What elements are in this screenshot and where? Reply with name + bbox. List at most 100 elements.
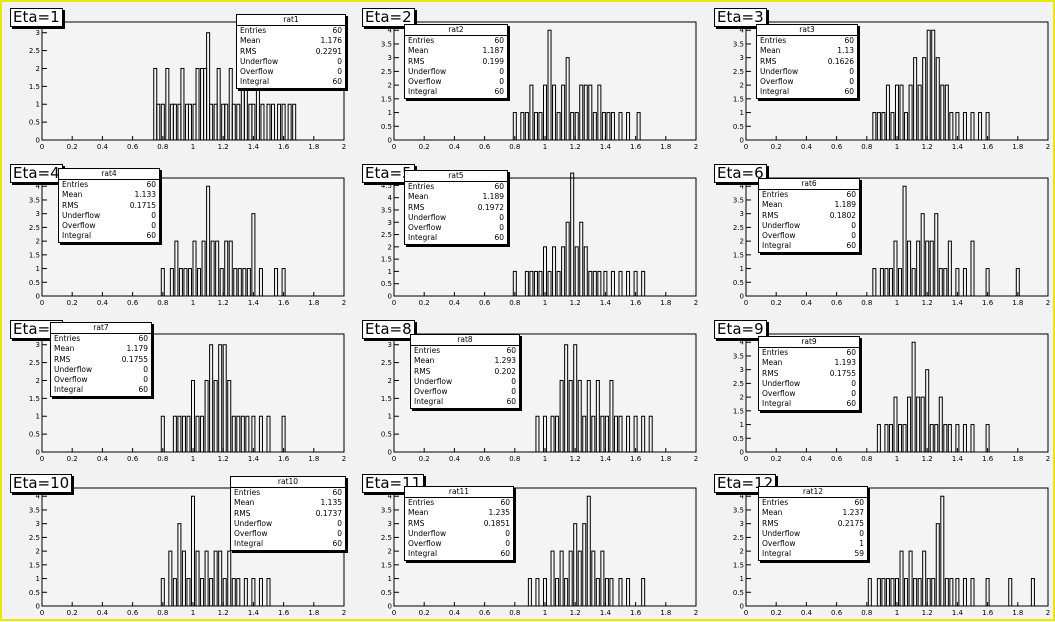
y-tick-label: 2 bbox=[740, 238, 744, 246]
stats-row-underflow: Underflow 0 bbox=[237, 57, 345, 67]
stats-value: 0 bbox=[851, 389, 856, 399]
histogram-bin bbox=[955, 112, 960, 141]
histogram-bin bbox=[251, 213, 256, 297]
y-tick-label: 0.5 bbox=[733, 435, 744, 443]
histogram-bin bbox=[529, 270, 534, 297]
stats-row-underflow: Underflow 0 bbox=[405, 213, 507, 223]
stats-row-mean: Mean 1.187 bbox=[405, 46, 507, 56]
histogram-bin bbox=[219, 268, 224, 297]
stats-key: Mean bbox=[234, 498, 255, 508]
x-tick-label: 1.4 bbox=[952, 299, 964, 307]
stats-box: rat1 Entries 60 Mean 1.176 RMS 0.2291 Underflow… bbox=[236, 14, 346, 89]
x-tick-label: 2 bbox=[342, 455, 346, 463]
histogram-bin bbox=[573, 523, 578, 607]
histogram-bin bbox=[609, 379, 614, 453]
stats-value: 0 bbox=[337, 56, 342, 66]
x-tick-label: 0 bbox=[744, 609, 748, 617]
eta-label: Eta=10 bbox=[10, 474, 73, 493]
y-tick-label: 1.5 bbox=[381, 395, 392, 403]
stats-row-overflow: Overflow 0 bbox=[757, 77, 857, 87]
y-tick-label: 3 bbox=[36, 210, 40, 218]
y-tick-label: 0 bbox=[36, 293, 40, 301]
x-tick-label: 0.4 bbox=[97, 299, 109, 307]
y-tick-label: 3.5 bbox=[381, 506, 392, 514]
y-tick-label: 0 bbox=[740, 293, 744, 301]
x-tick-label: 0.8 bbox=[157, 143, 168, 151]
histogram-bin bbox=[876, 112, 881, 141]
eta-label: Eta=7 bbox=[10, 320, 63, 339]
histogram-bin bbox=[876, 578, 881, 607]
y-tick-label: 0.5 bbox=[381, 589, 392, 597]
stats-key: Entries bbox=[408, 182, 435, 191]
stats-value: 60 bbox=[146, 180, 156, 189]
x-tick-label: 1.8 bbox=[308, 143, 319, 151]
stats-value: 0 bbox=[505, 528, 510, 538]
x-tick-label: 1.2 bbox=[570, 455, 581, 463]
x-tick-label: 1.4 bbox=[952, 455, 964, 463]
y-tick-label: 2.5 bbox=[733, 380, 744, 388]
stats-row-entries: Entries 60 bbox=[411, 346, 519, 356]
stats-title: rat10 bbox=[231, 477, 345, 488]
histogram-bin bbox=[626, 415, 631, 453]
x-tick-label: 1.8 bbox=[1012, 143, 1023, 151]
stats-title: rat5 bbox=[405, 171, 507, 182]
y-tick-label: 1 bbox=[388, 109, 392, 117]
histogram-bin bbox=[233, 268, 238, 297]
stats-key: Entries bbox=[234, 488, 261, 497]
histogram-bin bbox=[881, 112, 886, 141]
x-tick-label: 0 bbox=[40, 299, 44, 307]
histogram-bin bbox=[962, 112, 967, 141]
histogram-bin bbox=[266, 578, 271, 607]
stats-value: 0.1755 bbox=[829, 368, 856, 378]
histogram-bin bbox=[636, 112, 641, 141]
histogram-bin bbox=[542, 84, 548, 141]
y-tick-label: 2.5 bbox=[381, 68, 392, 76]
stats-value: 0 bbox=[337, 518, 342, 528]
y-tick-label: 0 bbox=[36, 449, 40, 457]
y-tick-label: 4 bbox=[740, 183, 745, 191]
x-tick-label: 0 bbox=[40, 609, 44, 617]
histogram-bin bbox=[552, 84, 557, 141]
histogram-bin bbox=[618, 270, 623, 297]
x-tick-label: 2 bbox=[342, 143, 346, 151]
x-tick-label: 1.2 bbox=[922, 455, 933, 463]
histogram-bin bbox=[1015, 268, 1020, 297]
histogram-bin bbox=[228, 240, 233, 297]
histogram-bin bbox=[177, 415, 182, 453]
histogram-bin bbox=[565, 221, 570, 297]
stats-value: 60 bbox=[846, 241, 856, 251]
stats-row-mean: Mean 1.13 bbox=[757, 46, 857, 56]
histogram-bin bbox=[943, 424, 948, 453]
x-tick-label: 0.4 bbox=[449, 609, 461, 617]
stats-key: Integral bbox=[762, 399, 792, 409]
stats-box: rat12 Entries 60 Mean 1.237 RMS 0.2175 Underflo… bbox=[758, 486, 868, 561]
histogram-bin bbox=[962, 578, 967, 607]
x-tick-label: 1.6 bbox=[630, 609, 642, 617]
stats-value: 1 bbox=[859, 539, 864, 549]
stats-key: RMS bbox=[408, 56, 425, 66]
y-tick-label: 3 bbox=[388, 520, 392, 528]
histogram-bin bbox=[920, 213, 925, 297]
x-tick-label: 0.4 bbox=[801, 609, 813, 617]
histogram-bin bbox=[227, 550, 232, 607]
x-tick-label: 0.8 bbox=[509, 143, 520, 151]
histogram-bin bbox=[618, 112, 623, 141]
histogram-bin bbox=[935, 57, 940, 141]
histogram-bin bbox=[231, 578, 236, 607]
histogram-bin bbox=[907, 240, 912, 297]
histogram-bin bbox=[568, 550, 573, 607]
stats-row-rms: RMS 0.1972 bbox=[405, 203, 507, 213]
histogram-bin bbox=[876, 424, 881, 453]
histogram-bin bbox=[913, 57, 918, 141]
histogram-bin bbox=[592, 112, 597, 141]
stats-row-rms: RMS 0.2291 bbox=[237, 47, 345, 57]
x-tick-label: 0.6 bbox=[127, 143, 139, 151]
x-tick-label: 1.4 bbox=[600, 299, 612, 307]
histogram-bin bbox=[165, 67, 170, 141]
histogram-pad: 0 0.2 0.4 0.6 0.8 1 1.2 1.4 1.6 1.8 2 0 0.5 1 1.5 2 2.5 3… bbox=[10, 320, 350, 468]
eta-label: Eta=6 bbox=[714, 164, 767, 183]
stats-value: 60 bbox=[846, 348, 856, 357]
y-tick-label: 1 bbox=[740, 421, 744, 429]
histogram-bin bbox=[890, 578, 895, 607]
histogram-bin bbox=[183, 268, 188, 297]
